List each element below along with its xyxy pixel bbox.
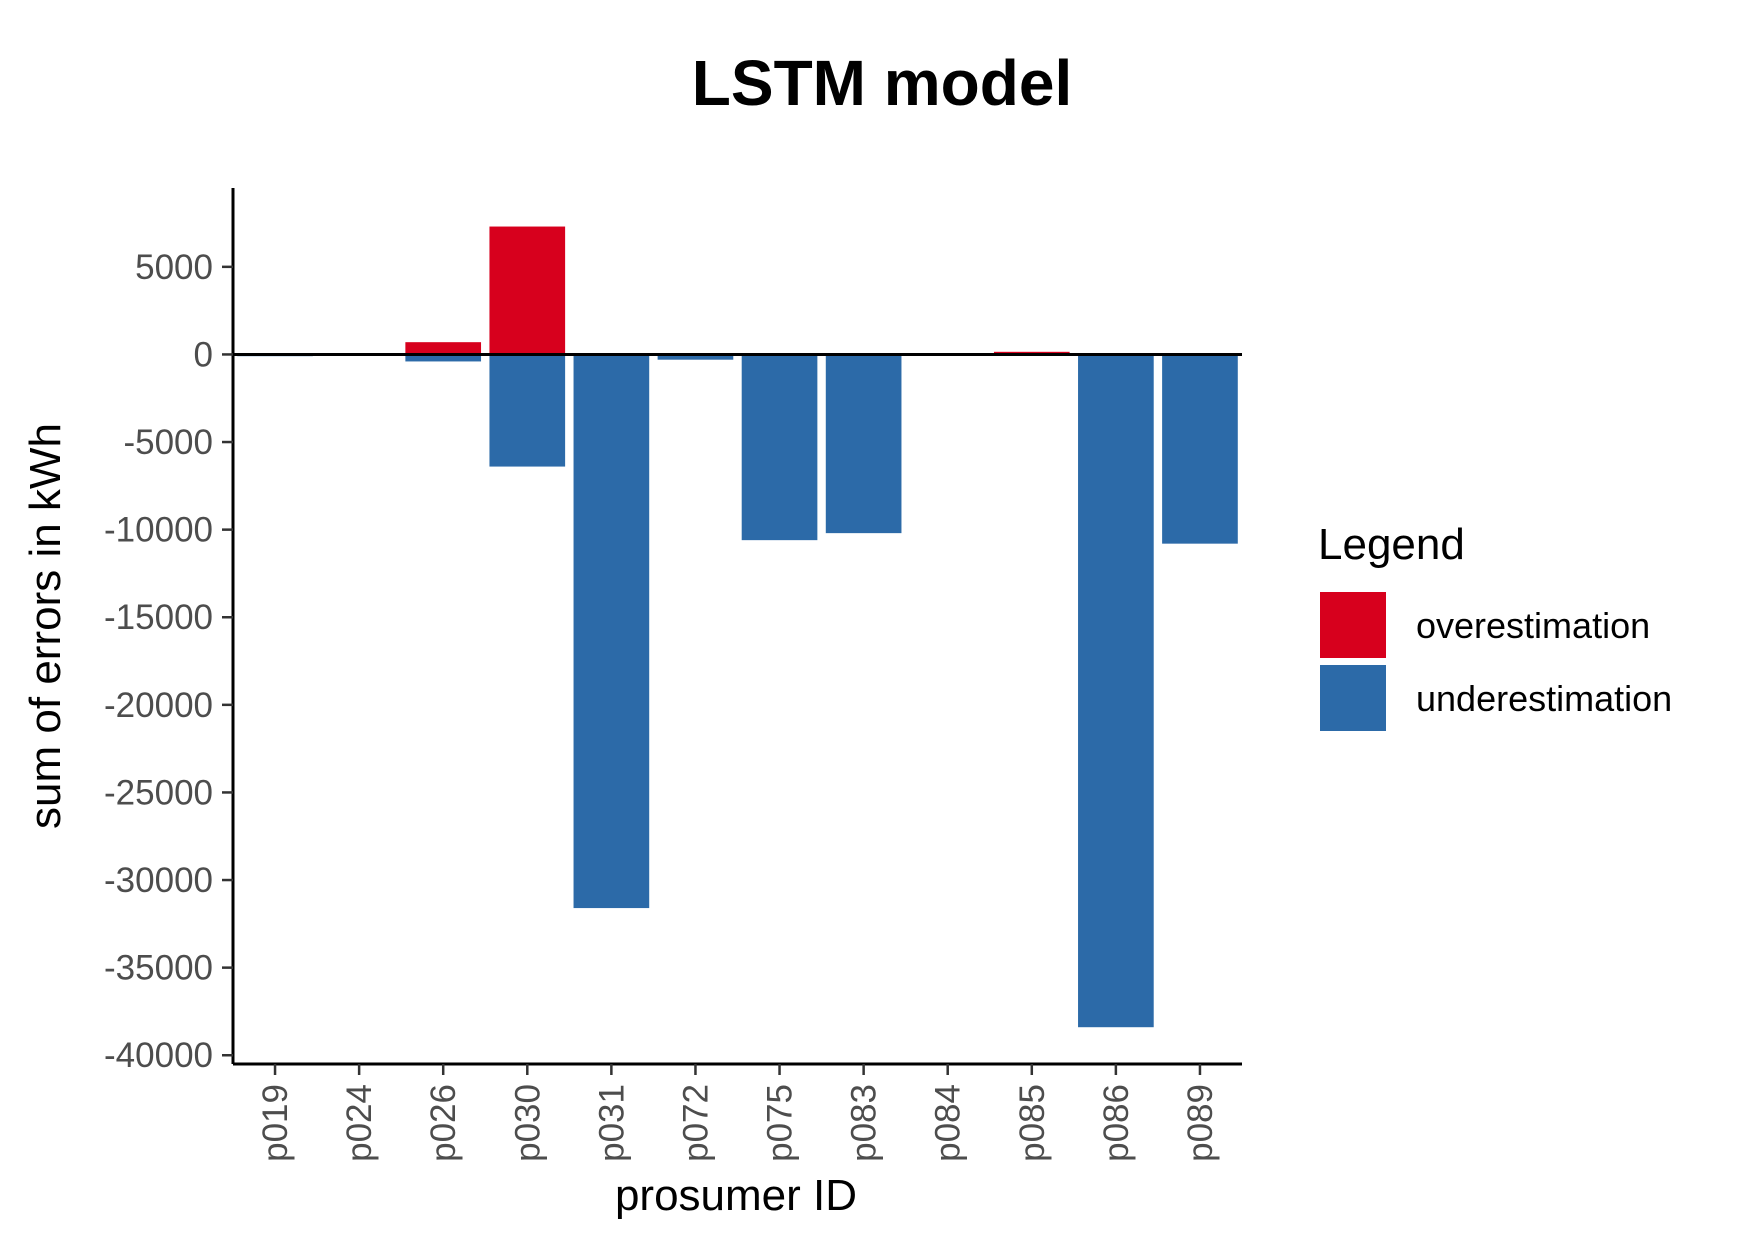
x-tick-label-p083: p083 <box>845 1084 884 1162</box>
x-tick-label-p089: p089 <box>1181 1084 1220 1162</box>
y-tick-label: 0 <box>194 335 213 374</box>
bar-overestimation-p026 <box>405 342 482 355</box>
legend-swatch-overestimation <box>1320 592 1386 658</box>
x-axis-title: prosumer ID <box>615 1171 857 1220</box>
y-tick-label: -25000 <box>104 773 213 812</box>
x-tick-label-p026: p026 <box>424 1084 463 1162</box>
x-tick-label-p019: p019 <box>256 1084 295 1162</box>
y-tick-label: 5000 <box>135 248 213 287</box>
legend-swatch-underestimation <box>1320 665 1386 731</box>
x-tick-label-p084: p084 <box>929 1084 968 1162</box>
y-axis-title: sum of errors in kWh <box>21 423 70 829</box>
bar-underestimation-p089 <box>1162 354 1238 544</box>
y-axis: 5000 0 -5000 -10000 -15000 -20000 -25000 -30000… <box>104 188 235 1075</box>
bar-underestimation-p072 <box>657 354 734 360</box>
x-tick-label-p075: p075 <box>761 1084 800 1162</box>
bar-underestimation-p026 <box>405 354 482 362</box>
y-tick-label: -35000 <box>104 949 213 988</box>
legend-label-underestimation: underestimation <box>1416 678 1672 719</box>
legend-label-overestimation: overestimation <box>1416 605 1650 646</box>
x-tick-label-p085: p085 <box>1013 1084 1052 1162</box>
y-tick-label: -20000 <box>104 686 213 725</box>
x-axis: p019 p024 p026 p030 p031 p072 p075 p083 p084 p085… <box>233 1062 1242 1162</box>
x-tick-label-p030: p030 <box>508 1084 547 1162</box>
y-tick-label: -5000 <box>123 423 213 462</box>
x-tick-label-p086: p086 <box>1097 1084 1136 1162</box>
bar-underestimation-p075 <box>741 354 818 541</box>
legend-title: Legend <box>1318 520 1465 569</box>
bars-group <box>237 226 1238 1028</box>
y-tick-label: -15000 <box>104 598 213 637</box>
x-tick-label-p031: p031 <box>592 1084 631 1162</box>
bar-underestimation-p083 <box>825 354 902 534</box>
x-tick-label-p072: p072 <box>677 1084 716 1162</box>
y-tick-label: -30000 <box>104 861 213 900</box>
bar-underestimation-p030 <box>489 354 566 467</box>
bar-underestimation-p031 <box>573 354 650 909</box>
legend-items: overestimation underestimation <box>1320 592 1672 731</box>
legend: Legend overestimation underestimation <box>1318 520 1672 731</box>
bar-underestimation-p086 <box>1078 354 1154 1028</box>
y-tick-label: -10000 <box>104 511 213 550</box>
chart-title: LSTM model <box>692 47 1072 119</box>
bar-overestimation-p030 <box>489 226 566 355</box>
y-tick-label: -40000 <box>104 1036 213 1075</box>
x-tick-label-p024: p024 <box>340 1084 379 1162</box>
